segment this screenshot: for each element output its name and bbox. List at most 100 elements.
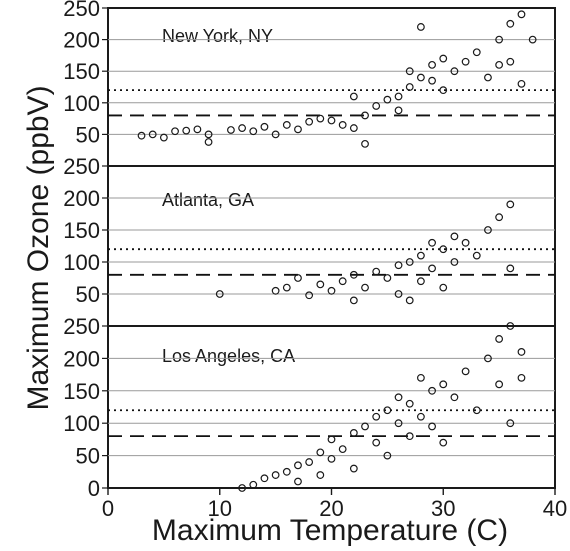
data-point	[349, 270, 358, 279]
data-point	[417, 373, 425, 382]
data-point	[439, 380, 448, 389]
data-point	[349, 296, 358, 305]
y-tick-label: 50	[76, 444, 100, 469]
data-point	[383, 274, 392, 282]
data-point	[372, 102, 381, 110]
x-tick-label: 30	[431, 496, 455, 521]
data-point	[394, 419, 403, 428]
data-point	[316, 114, 325, 123]
data-point	[428, 76, 436, 85]
data-point	[405, 83, 414, 91]
panel-label-ny: New York, NY	[162, 26, 273, 46]
data-point	[204, 130, 213, 139]
y-tick-label: 200	[63, 186, 100, 211]
data-point	[484, 73, 492, 82]
data-point	[417, 23, 425, 31]
panel-label-la: Los Angeles, CA	[162, 346, 295, 366]
data-point	[327, 116, 336, 125]
data-point	[439, 283, 448, 292]
data-point	[349, 124, 358, 132]
data-point	[361, 139, 369, 148]
data-point	[271, 130, 280, 139]
y-tick-label: 200	[63, 346, 100, 371]
data-point	[204, 138, 213, 146]
data-point	[405, 258, 414, 266]
data-point	[294, 125, 302, 134]
y-tick-label: 250	[63, 314, 100, 339]
y-tick-label: 100	[63, 411, 100, 436]
data-point	[439, 86, 448, 95]
data-point	[528, 35, 537, 44]
data-point	[260, 122, 269, 131]
data-point	[193, 125, 202, 134]
data-point	[484, 226, 492, 234]
data-point	[450, 67, 459, 76]
data-point	[305, 291, 314, 300]
data-point	[484, 354, 492, 363]
y-tick-label: 250	[63, 154, 100, 179]
y-tick-label: 150	[63, 379, 100, 404]
data-point	[327, 435, 336, 444]
data-point	[506, 200, 515, 209]
data-point	[294, 461, 302, 470]
data-point	[495, 35, 504, 44]
data-point	[361, 422, 369, 431]
data-point	[506, 19, 515, 28]
data-point	[316, 471, 325, 479]
data-point	[428, 422, 436, 431]
y-tick-label: 0	[88, 476, 100, 501]
data-point	[417, 251, 425, 260]
data-point	[249, 480, 258, 489]
data-point	[282, 121, 291, 129]
data-point	[495, 380, 504, 389]
data-point	[338, 445, 347, 454]
data-point	[428, 238, 436, 247]
y-tick-label: 100	[63, 250, 100, 275]
data-point	[383, 406, 392, 415]
y-tick-label: 100	[63, 91, 100, 116]
data-point	[383, 95, 392, 104]
y-axis-title: Maximum Ozone (ppbV)	[22, 85, 55, 410]
y-tick-label: 150	[63, 59, 100, 84]
data-point	[305, 117, 314, 126]
data-point	[495, 335, 504, 343]
x-tick-label: 20	[319, 496, 343, 521]
data-point	[428, 60, 436, 69]
data-point	[450, 258, 459, 266]
data-point	[227, 126, 235, 134]
data-point	[349, 429, 358, 437]
data-point	[472, 406, 481, 415]
data-point	[238, 484, 247, 492]
data-point	[405, 432, 414, 441]
data-point	[506, 57, 515, 66]
data-point	[394, 290, 403, 298]
data-point	[282, 467, 291, 476]
y-tick-label: 200	[63, 28, 100, 53]
data-point	[282, 283, 291, 292]
panel-los-angeles: Los Angeles, CA	[107, 325, 556, 489]
data-point	[506, 322, 515, 330]
data-point	[450, 393, 459, 402]
data-point	[271, 286, 280, 295]
data-point	[461, 367, 470, 376]
data-point	[506, 264, 515, 273]
data-point	[171, 127, 179, 136]
data-point	[517, 79, 526, 88]
y-tick-label: 250	[63, 0, 100, 21]
data-point	[405, 67, 414, 76]
data-point	[338, 121, 347, 129]
panel-new-york: New York, NY	[107, 7, 556, 167]
x-tick-label: 0	[102, 496, 114, 521]
data-point	[294, 274, 302, 282]
data-point	[461, 57, 470, 66]
data-point	[517, 373, 526, 382]
data-point	[316, 448, 325, 457]
data-point	[338, 277, 347, 286]
data-point	[495, 213, 504, 222]
y-tick-label: 50	[76, 122, 100, 147]
data-point	[472, 251, 481, 260]
data-point	[249, 127, 258, 136]
data-point	[372, 267, 381, 276]
data-point	[182, 126, 191, 135]
